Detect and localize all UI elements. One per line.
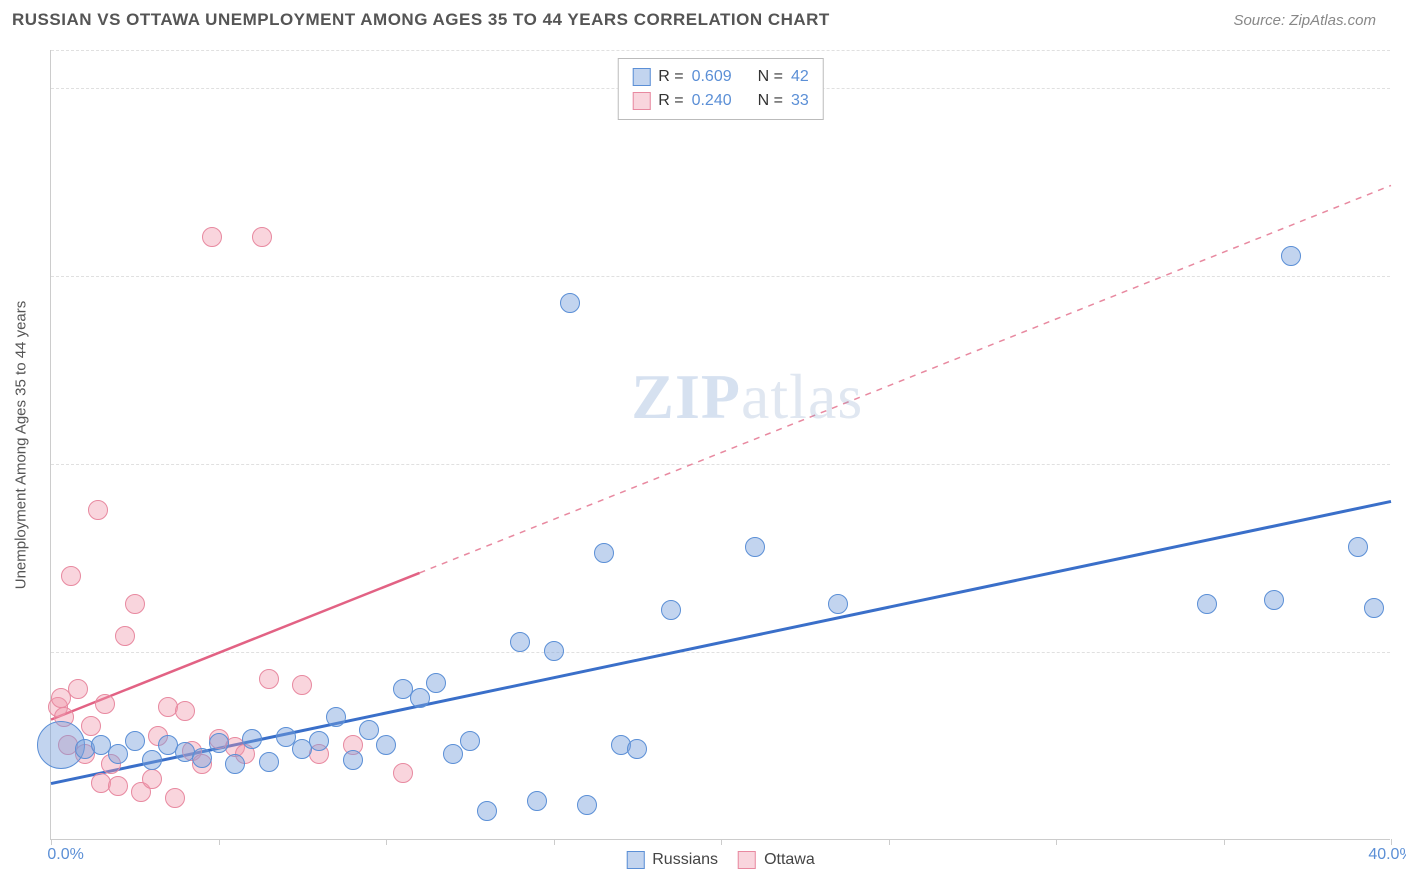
y-tick-label: 10.0% [1397, 643, 1406, 661]
legend-item-ottawa: Ottawa [738, 851, 815, 869]
data-point [242, 729, 262, 749]
correlation-legend-row: R = 0.240 N = 33 [632, 89, 809, 113]
series-legend: Russians Ottawa [626, 851, 815, 869]
n-value: 33 [791, 92, 809, 110]
y-tick-label: 30.0% [1397, 267, 1406, 285]
data-point [108, 744, 128, 764]
data-point [108, 776, 128, 796]
data-point [292, 675, 312, 695]
y-axis-label: Unemployment Among Ages 35 to 44 years [13, 300, 30, 589]
data-point [125, 594, 145, 614]
data-point [544, 641, 564, 661]
chart-title: RUSSIAN VS OTTAWA UNEMPLOYMENT AMONG AGE… [12, 10, 830, 30]
data-point [95, 694, 115, 714]
data-point [627, 739, 647, 759]
r-value: 0.609 [692, 68, 732, 86]
correlation-legend: R = 0.609 N = 42 R = 0.240 N = 33 [617, 58, 824, 120]
data-point [81, 716, 101, 736]
y-tick-label: 40.0% [1397, 79, 1406, 97]
trendlines [51, 50, 1390, 839]
data-point [192, 748, 212, 768]
data-point [577, 795, 597, 815]
data-point [393, 763, 413, 783]
data-point [202, 227, 222, 247]
data-point [88, 500, 108, 520]
data-point [443, 744, 463, 764]
data-point [125, 731, 145, 751]
data-point [410, 688, 430, 708]
r-label: R = [658, 68, 683, 86]
data-point [460, 731, 480, 751]
correlation-legend-row: R = 0.609 N = 42 [632, 65, 809, 89]
data-point [1364, 598, 1384, 618]
data-point [309, 731, 329, 751]
data-point [426, 673, 446, 693]
r-label: R = [658, 92, 683, 110]
legend-swatch-russians [632, 68, 650, 86]
data-point [560, 293, 580, 313]
data-point [142, 750, 162, 770]
legend-swatch-russians [626, 851, 644, 869]
legend-label: Ottawa [764, 851, 815, 869]
data-point [359, 720, 379, 740]
x-tick-label: 0.0% [47, 846, 83, 864]
data-point [61, 566, 81, 586]
legend-label: Russians [652, 851, 718, 869]
data-point [209, 733, 229, 753]
data-point [527, 791, 547, 811]
scatter-chart: Unemployment Among Ages 35 to 44 years 1… [50, 50, 1390, 840]
trend-line-ottawa-dashed [420, 185, 1392, 572]
y-tick-label: 20.0% [1397, 455, 1406, 473]
data-point [828, 594, 848, 614]
n-label: N = [758, 68, 783, 86]
n-label: N = [758, 92, 783, 110]
data-point [376, 735, 396, 755]
data-point [1281, 246, 1301, 266]
data-point [68, 679, 88, 699]
data-point [259, 752, 279, 772]
data-point [115, 626, 135, 646]
data-point [661, 600, 681, 620]
data-point [225, 754, 245, 774]
data-point [175, 701, 195, 721]
n-value: 42 [791, 68, 809, 86]
data-point [259, 669, 279, 689]
data-point [594, 543, 614, 563]
data-point [326, 707, 346, 727]
data-point [142, 769, 162, 789]
data-point [477, 801, 497, 821]
data-point [252, 227, 272, 247]
data-point [1264, 590, 1284, 610]
source-credit: Source: ZipAtlas.com [1233, 12, 1376, 29]
data-point [1197, 594, 1217, 614]
data-point [1348, 537, 1368, 557]
legend-swatch-ottawa [632, 92, 650, 110]
legend-swatch-ottawa [738, 851, 756, 869]
data-point [745, 537, 765, 557]
data-point [343, 750, 363, 770]
data-point [165, 788, 185, 808]
data-point [510, 632, 530, 652]
r-value: 0.240 [692, 92, 732, 110]
legend-item-russians: Russians [626, 851, 718, 869]
header: RUSSIAN VS OTTAWA UNEMPLOYMENT AMONG AGE… [0, 0, 1406, 35]
x-tick-label: 40.0% [1368, 846, 1406, 864]
